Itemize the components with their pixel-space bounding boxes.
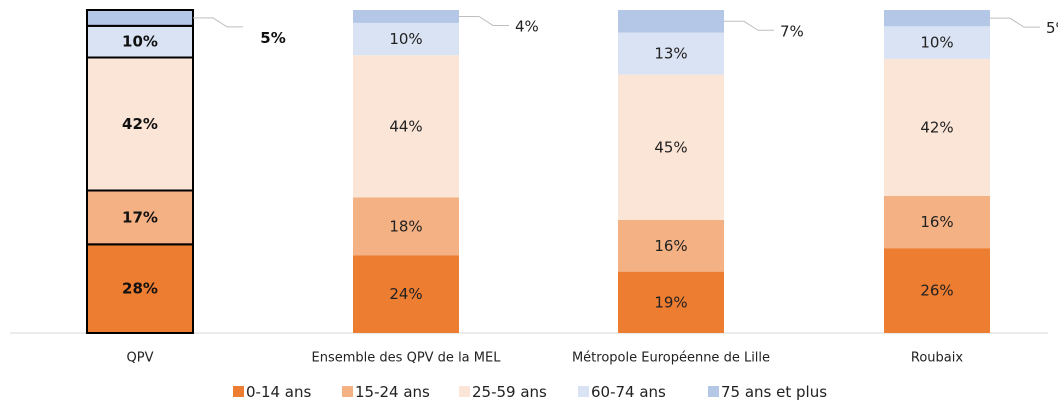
bar-segment-qpv-15-24-ans xyxy=(86,189,194,246)
category-label-roubaix: Roubaix xyxy=(911,351,963,366)
data-label-roubaix-75-ans-et-plus: 5% xyxy=(1046,19,1058,37)
bar-segment-roubaix-15-24-ans xyxy=(884,195,990,249)
bar-segment-roubaix-75-ans-et-plus xyxy=(884,10,990,27)
legend-label-15-24-ans: 15-24 ans xyxy=(355,383,430,401)
category-labels: QPV Ensemble des QPV de la MEL Métropole E… xyxy=(127,351,964,366)
category-label-ensemble-des-qpv-de-la-mel: Ensemble des QPV de la MEL xyxy=(312,351,502,366)
bar-segment-metropole-europeenne-de-lille-60-74-ans xyxy=(618,32,724,75)
category-label-qpv: QPV xyxy=(127,351,154,366)
bar-segment-qpv-0-14-ans xyxy=(86,243,194,334)
legend-swatch-0-14-ans xyxy=(233,386,244,397)
bar-segment-ensemble-des-qpv-de-la-mel-60-74-ans xyxy=(353,22,459,56)
bar-segment-qpv-60-74-ans xyxy=(86,24,194,59)
leader-line-roubaix xyxy=(990,17,1040,28)
bar-segment-metropole-europeenne-de-lille-0-14-ans xyxy=(618,271,724,333)
data-label-metropole-europeenne-de-lille-0-14-ans: 19% xyxy=(654,293,687,311)
data-label-ensemble-des-qpv-de-la-mel-60-74-ans: 10% xyxy=(389,30,422,48)
bar-segment-qpv-75-ans-et-plus xyxy=(86,9,194,27)
leader-line-metropole-europeenne-de-lille xyxy=(724,20,774,31)
bar-segment-ensemble-des-qpv-de-la-mel-75-ans-et-plus xyxy=(353,10,459,23)
data-label-roubaix-60-74-ans: 10% xyxy=(920,34,953,52)
data-label-qpv-60-74-ans: 10% xyxy=(122,33,158,51)
legend: 0-14 ans 15-24 ans 25-59 ans 60-74 ans 75 an… xyxy=(233,383,827,401)
bar-segment-metropole-europeenne-de-lille-25-59-ans xyxy=(618,74,724,220)
data-label-ensemble-des-qpv-de-la-mel-0-14-ans: 24% xyxy=(389,285,422,303)
data-label-roubaix-25-59-ans: 42% xyxy=(920,118,953,136)
legend-label-0-14-ans: 0-14 ans xyxy=(246,383,312,401)
data-label-qpv-15-24-ans: 17% xyxy=(122,208,158,226)
bar-segment-roubaix-60-74-ans xyxy=(884,26,990,59)
legend-swatch-25-59-ans xyxy=(459,386,470,397)
legend-label-25-59-ans: 25-59 ans xyxy=(472,383,547,401)
bar-segment-ensemble-des-qpv-de-la-mel-25-59-ans xyxy=(353,55,459,198)
data-label-metropole-europeenne-de-lille-75-ans-et-plus: 7% xyxy=(780,22,804,40)
leader-line-ensemble-des-qpv-de-la-mel xyxy=(459,15,509,26)
category-label-metropole-europeenne-de-lille: Métropole Européenne de Lille xyxy=(572,351,770,366)
data-label-qpv-75-ans-et-plus: 5% xyxy=(260,29,285,47)
bar-segment-ensemble-des-qpv-de-la-mel-15-24-ans xyxy=(353,197,459,256)
data-label-roubaix-0-14-ans: 26% xyxy=(920,282,953,300)
data-label-qpv-0-14-ans: 28% xyxy=(122,280,158,298)
data-label-metropole-europeenne-de-lille-60-74-ans: 13% xyxy=(654,45,687,63)
bars-group: 28% 17% 42% 10% 5% 24% 18% 44% 10% 4% 19% 16% 45% 13%… xyxy=(86,9,1058,334)
legend-label-75-ans-et-plus: 75 ans et plus xyxy=(721,383,827,401)
legend-swatch-75-ans-et-plus xyxy=(708,386,719,397)
legend-label-60-74-ans: 60-74 ans xyxy=(591,383,666,401)
bar-segment-metropole-europeenne-de-lille-75-ans-et-plus xyxy=(618,10,724,33)
data-label-metropole-europeenne-de-lille-25-59-ans: 45% xyxy=(654,138,687,156)
leader-line-qpv xyxy=(193,17,243,28)
data-label-ensemble-des-qpv-de-la-mel-15-24-ans: 18% xyxy=(389,217,422,235)
bar-segment-metropole-europeenne-de-lille-15-24-ans xyxy=(618,219,724,272)
legend-swatch-60-74-ans xyxy=(578,386,589,397)
data-label-roubaix-15-24-ans: 16% xyxy=(920,213,953,231)
data-label-qpv-25-59-ans: 42% xyxy=(122,115,158,133)
data-label-metropole-europeenne-de-lille-15-24-ans: 16% xyxy=(654,237,687,255)
bar-segment-roubaix-0-14-ans xyxy=(884,248,990,333)
legend-swatch-15-24-ans xyxy=(342,386,353,397)
bar-segment-roubaix-25-59-ans xyxy=(884,58,990,196)
bar-segment-ensemble-des-qpv-de-la-mel-0-14-ans xyxy=(353,255,459,333)
data-label-ensemble-des-qpv-de-la-mel-75-ans-et-plus: 4% xyxy=(515,17,539,35)
data-label-ensemble-des-qpv-de-la-mel-25-59-ans: 44% xyxy=(389,117,422,135)
